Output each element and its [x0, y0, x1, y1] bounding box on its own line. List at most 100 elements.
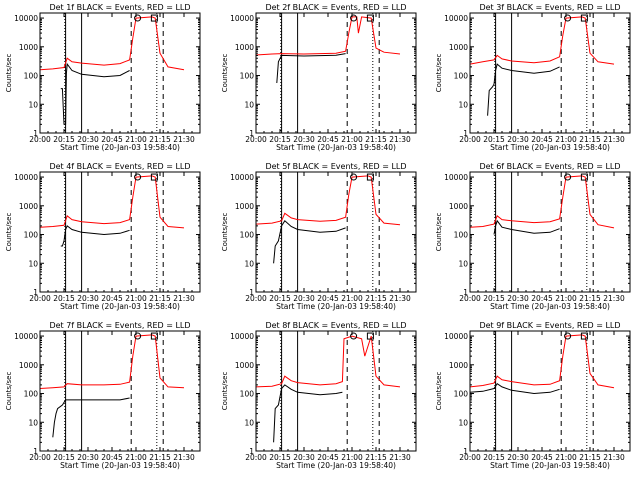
panel-title: Det 3f BLACK = Events, RED = LLD	[479, 3, 620, 12]
circle-marker	[350, 173, 358, 181]
y-tick-label: 1	[463, 288, 468, 297]
y-tick-label: 1	[463, 129, 468, 138]
x-tick-label: 20:00	[459, 135, 481, 144]
x-tick-label: 21:00	[125, 294, 147, 303]
circle-marker	[350, 332, 358, 340]
y-tick-label: 10	[28, 418, 38, 427]
y-axis-label: Counts/sec	[221, 213, 229, 252]
x-tick-label: 20:15	[269, 135, 291, 144]
circle-marker	[350, 14, 358, 22]
x-tick-label: 20:00	[245, 453, 267, 462]
y-axis-label: Counts/sec	[221, 54, 229, 93]
y-tick-label: 1000	[235, 361, 254, 370]
x-tick-label: 21:00	[555, 453, 577, 462]
panel-title: Det 6f BLACK = Events, RED = LLD	[479, 162, 620, 171]
x-tick-label: 20:45	[101, 294, 123, 303]
square-marker	[580, 14, 588, 22]
x-tick-label: 20:45	[531, 135, 553, 144]
series-lld	[39, 334, 185, 389]
y-axis-label: Counts/sec	[435, 54, 443, 93]
series-lld	[255, 16, 401, 56]
x-tick-label: 21:15	[149, 135, 171, 144]
y-tick-label: 100	[24, 231, 39, 240]
x-axis-label: Start Time (20-Jan-03 19:58:40)	[60, 302, 180, 311]
series-lld	[469, 175, 615, 229]
plot-frame	[469, 12, 631, 134]
x-tick-label: 20:30	[507, 135, 529, 144]
y-tick-label: 10	[244, 100, 254, 109]
circle-marker	[134, 332, 142, 340]
circle-marker	[134, 173, 142, 181]
y-tick-label: 1	[249, 129, 254, 138]
y-tick-label: 1	[249, 288, 254, 297]
x-tick-label: 20:00	[245, 294, 267, 303]
x-axis-label: Start Time (20-Jan-03 19:58:40)	[490, 143, 610, 152]
series-events	[273, 220, 346, 264]
panel-title: Det 8f BLACK = Events, RED = LLD	[265, 321, 406, 330]
series-events	[493, 219, 560, 235]
series-events	[60, 62, 130, 125]
x-tick-label: 20:15	[53, 294, 75, 303]
x-tick-label: 21:30	[173, 294, 195, 303]
x-tick-label: 21:00	[125, 135, 147, 144]
square-marker	[150, 173, 158, 181]
x-tick-label: 21:15	[365, 135, 387, 144]
x-tick-label: 21:15	[149, 294, 171, 303]
square-marker	[580, 332, 588, 340]
y-tick-label: 1000	[449, 202, 468, 211]
y-tick-label: 10000	[14, 173, 38, 182]
circle-marker	[134, 14, 142, 22]
y-tick-label: 1000	[19, 43, 38, 52]
x-axis-label: Start Time (20-Jan-03 19:58:40)	[276, 461, 396, 470]
y-tick-label: 10	[244, 418, 254, 427]
square-marker	[580, 173, 588, 181]
detector-panel-3: Det 3f BLACK = Events, RED = LLD 20:00 20:…	[435, 3, 631, 152]
y-tick-label: 1	[33, 288, 38, 297]
x-tick-label: 20:00	[29, 453, 51, 462]
x-tick-label: 21:15	[365, 294, 387, 303]
series-lld	[39, 175, 185, 229]
x-tick-label: 21:15	[579, 135, 601, 144]
y-tick-label: 10	[458, 418, 468, 427]
y-tick-label: 1	[33, 447, 38, 456]
x-axis-label: Start Time (20-Jan-03 19:58:40)	[490, 302, 610, 311]
series-events	[273, 384, 343, 443]
x-tick-label: 21:15	[579, 453, 601, 462]
x-tick-label: 20:30	[293, 453, 315, 462]
series-events	[60, 225, 130, 247]
x-tick-label: 21:30	[389, 135, 411, 144]
panel-title: Det 9f BLACK = Events, RED = LLD	[479, 321, 620, 330]
y-tick-label: 1000	[235, 43, 254, 52]
y-tick-label: 10000	[444, 173, 468, 182]
y-tick-label: 100	[454, 72, 469, 81]
x-tick-label: 20:00	[459, 453, 481, 462]
square-marker	[366, 14, 374, 22]
x-tick-label: 20:30	[507, 294, 529, 303]
square-marker	[366, 332, 374, 340]
series-lld	[255, 335, 401, 388]
panel-title: Det 4f BLACK = Events, RED = LLD	[49, 162, 190, 171]
x-tick-label: 21:00	[341, 294, 363, 303]
x-tick-label: 21:00	[341, 135, 363, 144]
x-axis-label: Start Time (20-Jan-03 19:58:40)	[60, 143, 180, 152]
x-axis-label: Start Time (20-Jan-03 19:58:40)	[60, 461, 180, 470]
y-tick-label: 10000	[14, 332, 38, 341]
x-tick-label: 20:30	[77, 135, 99, 144]
square-marker	[150, 332, 158, 340]
y-tick-label: 10	[458, 259, 468, 268]
x-tick-label: 21:00	[555, 294, 577, 303]
x-tick-label: 21:30	[389, 294, 411, 303]
series-events	[276, 53, 346, 84]
y-tick-label: 1	[33, 129, 38, 138]
y-axis-label: Counts/sec	[435, 372, 443, 411]
plot-frame	[255, 12, 417, 134]
x-tick-label: 20:15	[53, 135, 75, 144]
x-tick-label: 21:00	[341, 453, 363, 462]
series-lld	[469, 16, 615, 65]
x-tick-label: 21:00	[555, 135, 577, 144]
